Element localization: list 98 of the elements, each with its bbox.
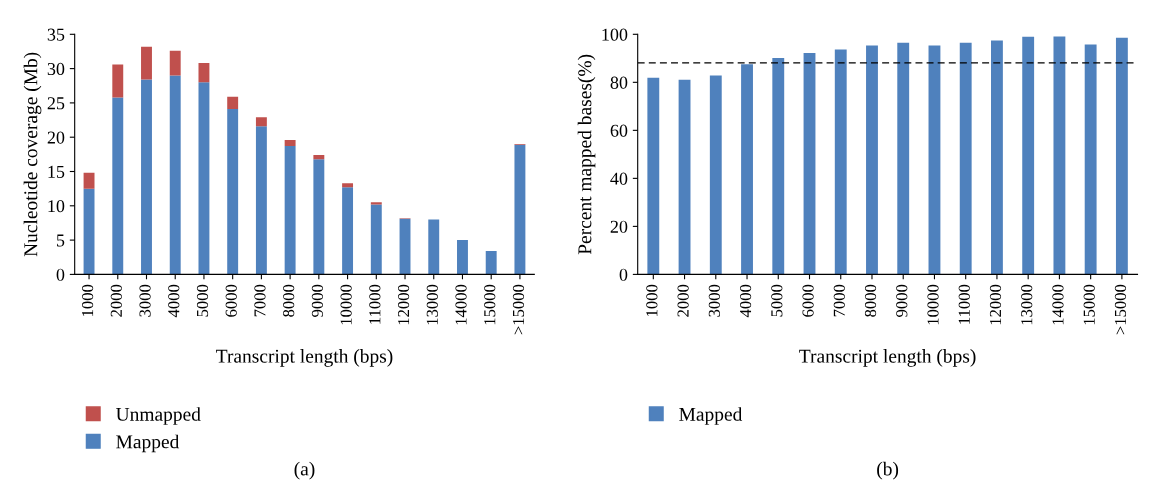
bar — [1084, 44, 1097, 275]
bar — [866, 45, 878, 275]
x-tick-label: 10000 — [927, 284, 939, 325]
x-tick-label: 12000 — [989, 284, 1002, 325]
bar — [897, 42, 910, 275]
bar — [709, 75, 722, 275]
bar — [169, 75, 181, 275]
x-axis-title: Transcript length (bps) — [799, 349, 976, 367]
bar — [428, 219, 440, 275]
bar — [678, 79, 691, 275]
x-axis-title: Transcript length (bps) — [216, 349, 393, 367]
x-tick-label: 6000 — [225, 284, 237, 317]
x-tick-label: 8000 — [283, 284, 295, 317]
x-tick-label: 15000 — [1083, 284, 1095, 325]
y-tick-label: 5 — [56, 234, 65, 247]
x-tick-label: 7000 — [833, 284, 845, 317]
x-tick-label: 4000 — [168, 284, 180, 318]
bar — [198, 63, 210, 83]
bar — [457, 240, 468, 275]
x-tick-label: 3000 — [708, 284, 720, 317]
y-tick-label: 20 — [610, 220, 628, 233]
bar — [1022, 36, 1035, 275]
bar — [255, 117, 267, 127]
bar — [647, 77, 660, 275]
bar — [141, 79, 152, 275]
bar — [772, 58, 785, 275]
y-tick-label: 15 — [48, 165, 65, 178]
x-tick-label: 5000 — [771, 284, 783, 317]
y-tick-label: 25 — [47, 97, 65, 110]
bar — [284, 139, 296, 147]
bar — [1053, 36, 1066, 275]
bar — [928, 45, 941, 275]
y-tick-label: 0 — [56, 268, 65, 281]
text: (a) — [294, 461, 315, 480]
legend-label: Mapped — [116, 434, 180, 453]
legend-label: Unmapped — [116, 407, 201, 425]
y-tick-label: 20 — [47, 131, 65, 144]
bar — [112, 97, 124, 275]
y-tick-label: 100 — [602, 28, 628, 41]
x-tick-label: 1000 — [646, 284, 658, 316]
bar — [370, 202, 382, 205]
x-tick-label: 1000 — [81, 284, 94, 316]
x-tick-label: 5000 — [196, 284, 209, 317]
bar — [342, 187, 354, 275]
bar — [227, 96, 239, 110]
bar — [284, 146, 296, 275]
x-tick-label: 2000 — [110, 284, 122, 317]
bar — [313, 155, 325, 160]
x-tick-label: 13000 — [1021, 284, 1033, 325]
y-tick-label: 30 — [47, 62, 65, 76]
text: (b) — [877, 461, 899, 480]
bar — [255, 126, 267, 275]
bar — [141, 46, 152, 80]
bar — [198, 82, 210, 275]
bar — [83, 172, 95, 189]
y-axis-title: Percent mapped bases(%) — [577, 54, 596, 255]
x-tick-label: 13000 — [426, 284, 438, 325]
x-tick-label: 6000 — [802, 284, 814, 317]
x-tick-label: 4000 — [739, 284, 752, 318]
bar — [959, 42, 972, 275]
bar — [169, 50, 181, 76]
y-tick-label: 40 — [610, 172, 628, 185]
bar — [227, 109, 239, 275]
x-tick-label: 14000 — [455, 284, 467, 325]
y-axis-title: Nucleotide coverage (Mb) — [23, 52, 42, 257]
y-tick-label: 10 — [48, 200, 65, 213]
x-tick-label: 10000 — [340, 284, 352, 325]
x-tick-label: 2000 — [677, 284, 689, 317]
x-tick-label: 7000 — [254, 284, 266, 317]
x-tick-label: 12000 — [397, 284, 410, 325]
x-tick-label: >15000 — [1114, 284, 1127, 335]
bar — [399, 218, 411, 275]
y-tick-label: 60 — [610, 124, 628, 137]
x-tick-label: 9000 — [311, 284, 324, 317]
bar — [1115, 37, 1128, 275]
bar — [803, 53, 816, 275]
bar — [991, 40, 1003, 275]
x-tick-label: 8000 — [864, 284, 877, 317]
bar — [741, 64, 753, 275]
y-tick-label: 0 — [619, 268, 628, 281]
x-tick-label: 15000 — [484, 284, 496, 325]
x-tick-label: 3000 — [139, 284, 151, 317]
legend-label: Mapped — [679, 407, 743, 425]
bar — [112, 64, 124, 98]
y-tick-label: 80 — [610, 76, 628, 89]
bar — [514, 144, 526, 275]
x-tick-label: 11000 — [369, 284, 381, 324]
bar — [83, 188, 95, 275]
bar — [485, 251, 497, 275]
bar — [342, 183, 354, 188]
y-tick-label: 35 — [47, 28, 65, 41]
bar — [370, 204, 382, 275]
bar — [313, 159, 325, 275]
x-tick-label: 11000 — [958, 284, 970, 324]
x-tick-label: >15000 — [512, 284, 525, 335]
x-tick-label: 14000 — [1052, 284, 1064, 325]
bar — [834, 49, 847, 275]
x-tick-label: 9000 — [896, 284, 908, 317]
